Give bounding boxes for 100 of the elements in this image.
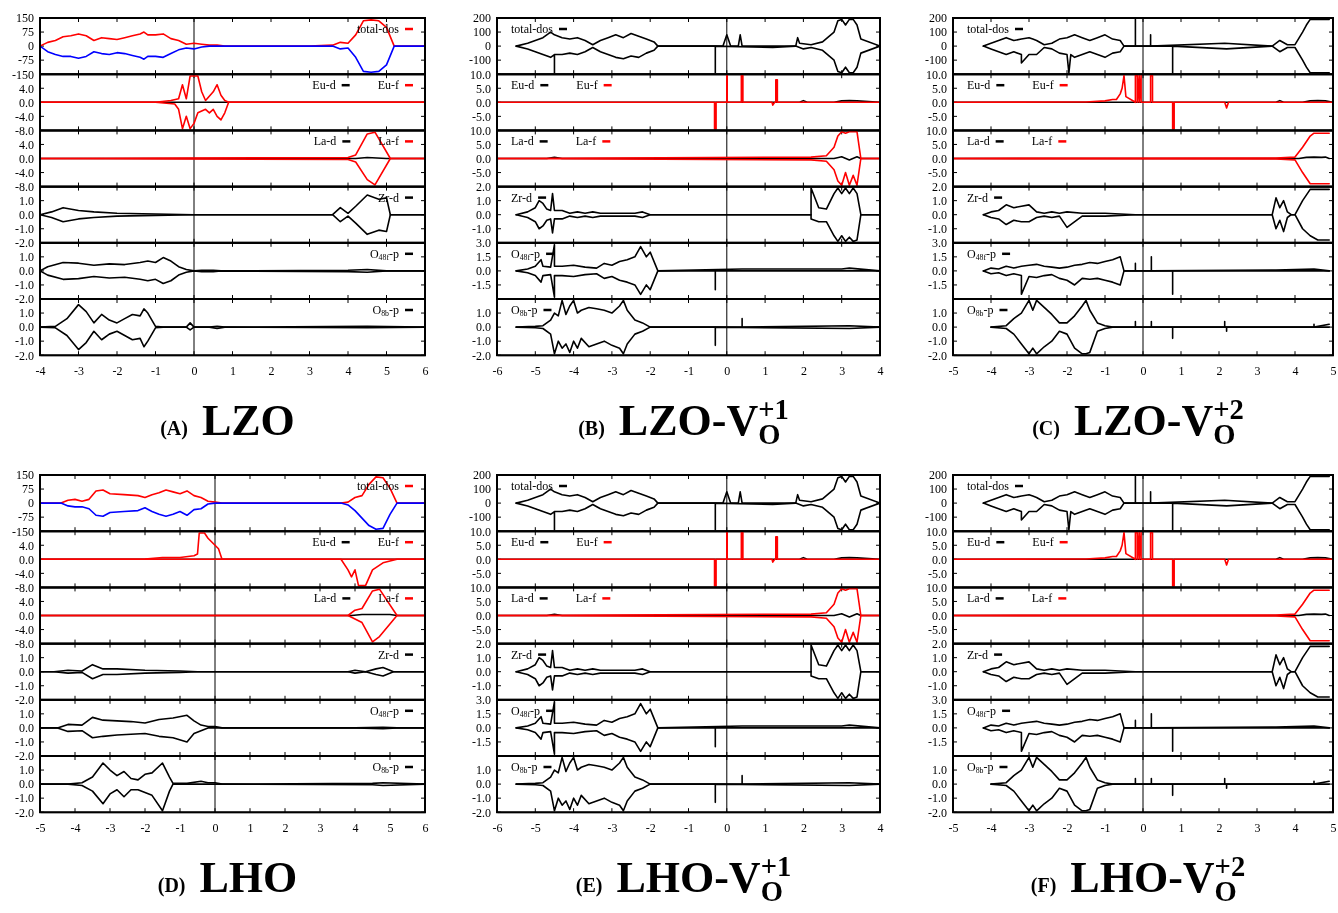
y-tick-label: -2.0 bbox=[15, 749, 34, 764]
x-tick-label: -1 bbox=[684, 363, 694, 378]
x-tick-label: 1 bbox=[762, 820, 769, 835]
y-tick-label: 1.0 bbox=[932, 650, 947, 665]
x-tick-label: -4 bbox=[569, 363, 580, 378]
y-tick-label: 5.0 bbox=[476, 594, 491, 609]
x-tick-label: -3 bbox=[74, 363, 84, 378]
y-tick-label: 0.0 bbox=[19, 777, 34, 792]
y-tick-label: -100 bbox=[925, 510, 947, 525]
y-tick-label: 200 bbox=[929, 468, 947, 483]
legend-label: O$_{8b}$-p bbox=[511, 760, 538, 776]
y-tick-label: -100 bbox=[925, 53, 947, 68]
x-tick-label: 4 bbox=[1292, 363, 1299, 378]
y-tick-label: 2.0 bbox=[932, 636, 947, 651]
y-tick-label: 0.0 bbox=[19, 264, 34, 279]
x-tick-label: -1 bbox=[151, 363, 161, 378]
legend-label: La-f bbox=[1031, 134, 1053, 149]
y-tick-label: 5.0 bbox=[932, 594, 947, 609]
x-tick-label: -5 bbox=[35, 820, 46, 835]
y-tick-label: -1.0 bbox=[15, 222, 34, 237]
y-tick-label: -1.5 bbox=[472, 278, 491, 293]
y-tick-label: 4.0 bbox=[19, 137, 34, 152]
y-tick-label: -2.0 bbox=[15, 236, 34, 251]
y-tick-label: 1.0 bbox=[476, 650, 491, 665]
y-tick-label: -1.0 bbox=[15, 334, 34, 349]
y-tick-label: -5.0 bbox=[472, 109, 491, 124]
x-tick-label: 1 bbox=[762, 363, 769, 378]
legend-label: La-d bbox=[511, 591, 534, 606]
y-tick-label: 10.0 bbox=[926, 67, 947, 82]
y-tick-label: 0.0 bbox=[476, 552, 491, 567]
y-tick-label: 0 bbox=[485, 39, 491, 54]
y-tick-label: 10.0 bbox=[926, 524, 947, 539]
y-tick-label: 1.0 bbox=[19, 193, 34, 208]
y-tick-label: 150 bbox=[16, 468, 34, 483]
x-tick-label: -2 bbox=[1062, 820, 1073, 835]
y-tick-label: 0.0 bbox=[476, 777, 491, 792]
x-tick-label: 5 bbox=[384, 363, 390, 378]
y-tick-label: 0.0 bbox=[932, 552, 947, 567]
x-tick-label: -4 bbox=[569, 820, 580, 835]
text: (F) bbox=[1030, 874, 1057, 898]
x-tick-label: 3 bbox=[839, 363, 846, 378]
y-tick-label: -1.0 bbox=[928, 791, 947, 806]
y-tick-label: 3.0 bbox=[476, 693, 491, 708]
x-tick-label: 1 bbox=[247, 820, 254, 835]
legend-label: O$_{8b}$-p bbox=[372, 303, 399, 319]
x-tick-label: -2 bbox=[645, 820, 656, 835]
y-tick-label: -4.0 bbox=[15, 566, 34, 581]
y-tick-label: 0.0 bbox=[932, 95, 947, 110]
y-tick-label: 0.0 bbox=[476, 264, 491, 279]
y-tick-label: -75 bbox=[18, 53, 34, 68]
y-tick-label: -2.0 bbox=[15, 292, 34, 307]
y-tick-label: -8.0 bbox=[15, 179, 34, 194]
x-tick-label: -1 bbox=[1100, 363, 1111, 378]
x-tick-label: -3 bbox=[1024, 820, 1035, 835]
y-tick-label: 0.0 bbox=[932, 151, 947, 166]
y-tick-label: -2.0 bbox=[928, 348, 947, 363]
y-tick-label: 3.0 bbox=[932, 236, 947, 251]
y-tick-label: 0 bbox=[28, 496, 34, 511]
y-tick-label: -2.0 bbox=[15, 693, 34, 708]
y-tick-label: -2.0 bbox=[15, 348, 34, 363]
y-tick-label: -5.0 bbox=[472, 622, 491, 637]
y-tick-label: 100 bbox=[473, 482, 491, 497]
y-tick-label: 10.0 bbox=[470, 524, 491, 539]
x-tick-label: 1 bbox=[1178, 820, 1185, 835]
legend-label: Zr-d bbox=[967, 190, 989, 205]
legend-label: Zr-d bbox=[377, 190, 399, 205]
y-tick-label: -1.0 bbox=[472, 679, 491, 694]
y-tick-label: 200 bbox=[473, 468, 491, 483]
y-tick-label: 4.0 bbox=[19, 594, 34, 609]
y-tick-label: 200 bbox=[473, 11, 491, 26]
y-tick-label: 100 bbox=[929, 482, 947, 497]
x-tick-label: 4 bbox=[1292, 820, 1299, 835]
y-tick-label: -4.0 bbox=[15, 109, 34, 124]
legend-label: Eu-d bbox=[312, 78, 336, 93]
legend-label: La-f bbox=[1031, 591, 1053, 606]
x-tick-label: -2 bbox=[112, 363, 123, 378]
y-tick-label: -1.0 bbox=[928, 222, 947, 237]
y-tick-label: 1.0 bbox=[476, 193, 491, 208]
legend-label: Eu-d bbox=[312, 535, 336, 550]
y-tick-label: 1.0 bbox=[19, 650, 34, 665]
y-tick-label: 0.0 bbox=[476, 320, 491, 335]
y-tick-label: -2.0 bbox=[928, 805, 947, 820]
y-tick-label: 0.0 bbox=[19, 320, 34, 335]
y-tick-label: 5.0 bbox=[932, 137, 947, 152]
y-tick-label: 0.0 bbox=[19, 665, 34, 680]
y-tick-label: -2.0 bbox=[472, 348, 491, 363]
y-tick-label: 0.0 bbox=[932, 721, 947, 736]
y-tick-label: 0.0 bbox=[932, 264, 947, 279]
y-tick-label: -4.0 bbox=[15, 165, 34, 180]
y-tick-label: -1.5 bbox=[472, 735, 491, 750]
legend-label: Eu-f bbox=[1032, 535, 1054, 550]
legend-label: La-f bbox=[575, 591, 597, 606]
x-tick-label: 3 bbox=[839, 820, 846, 835]
x-tick-label: 0 bbox=[212, 820, 219, 835]
y-tick-label: -1.0 bbox=[928, 334, 947, 349]
y-tick-label: 1.0 bbox=[19, 250, 34, 265]
y-tick-label: 200 bbox=[929, 11, 947, 26]
y-tick-label: -100 bbox=[469, 53, 491, 68]
x-tick-label: -6 bbox=[492, 363, 503, 378]
y-tick-label: 75 bbox=[22, 25, 34, 40]
